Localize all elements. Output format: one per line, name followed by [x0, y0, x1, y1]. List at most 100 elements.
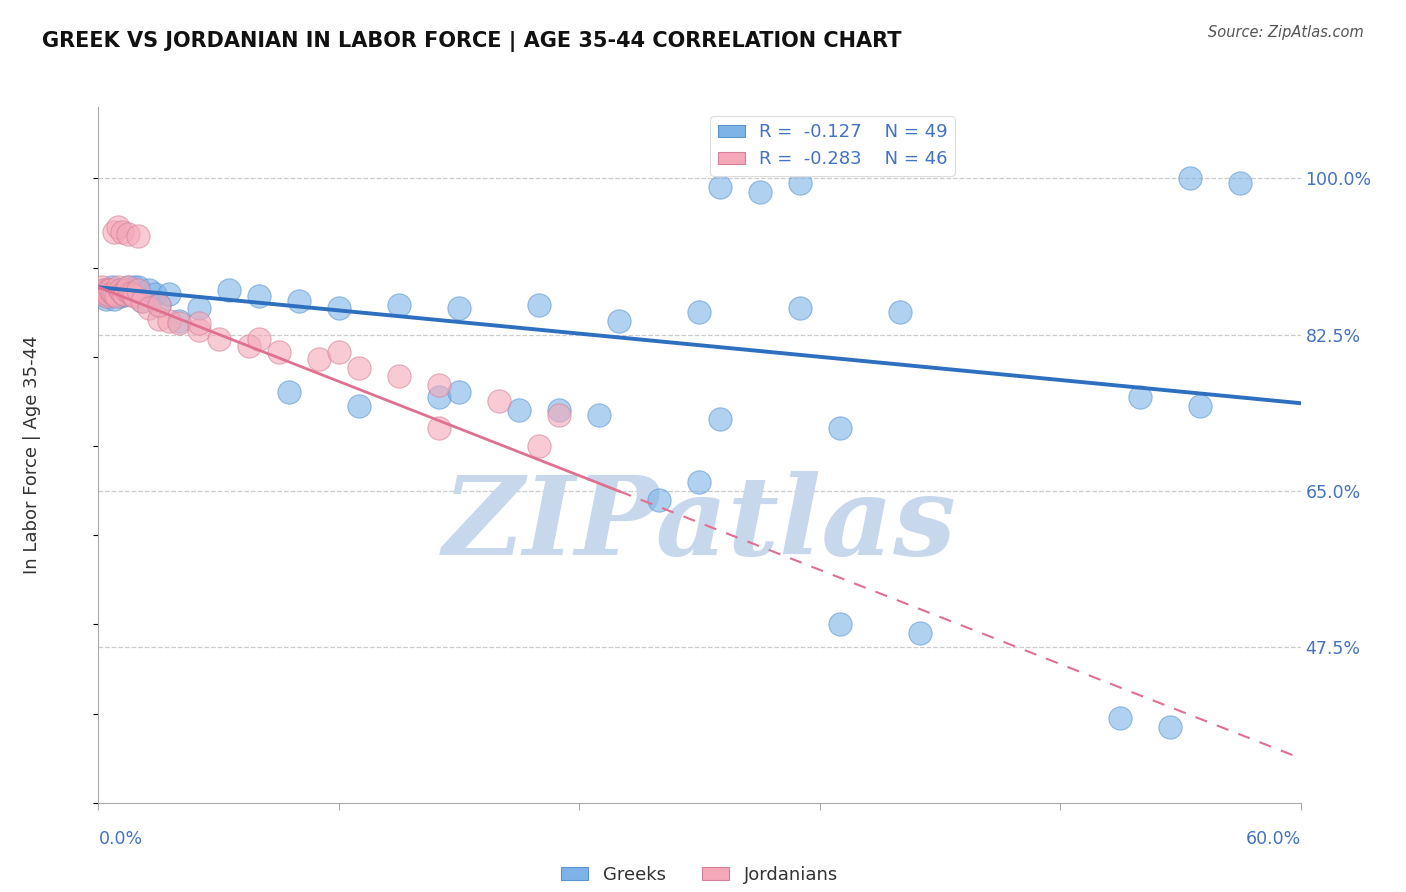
Point	[388, 369, 411, 384]
Text: ZIPatlas: ZIPatlas	[443, 471, 956, 578]
Point	[128, 283, 150, 297]
Point	[427, 378, 450, 392]
Point	[91, 280, 114, 294]
Point	[218, 283, 240, 297]
Point	[107, 287, 129, 301]
Point	[117, 227, 139, 241]
Legend: Greeks, Jordanians: Greeks, Jordanians	[554, 859, 845, 891]
Point	[96, 287, 118, 301]
Point	[748, 185, 770, 199]
Point	[308, 351, 330, 366]
Point	[111, 285, 134, 300]
Point	[97, 287, 120, 301]
Point	[148, 312, 170, 326]
Point	[128, 229, 150, 244]
Point	[267, 345, 290, 359]
Point	[124, 280, 146, 294]
Point	[96, 285, 118, 300]
Point	[93, 283, 115, 297]
Point	[208, 332, 231, 346]
Point	[121, 287, 143, 301]
Point	[529, 439, 551, 453]
Point	[96, 292, 118, 306]
Point	[167, 314, 190, 328]
Point	[548, 403, 571, 417]
Point	[131, 294, 153, 309]
Point	[1159, 720, 1181, 734]
Point	[157, 287, 180, 301]
Point	[789, 176, 811, 190]
Point	[689, 475, 711, 489]
Text: 0.0%: 0.0%	[98, 830, 142, 847]
Point	[347, 360, 370, 375]
Point	[157, 314, 180, 328]
Point	[100, 283, 122, 297]
Point	[889, 305, 911, 319]
Point	[105, 287, 128, 301]
Point	[114, 287, 136, 301]
Point	[148, 298, 170, 312]
Point	[247, 332, 270, 346]
Point	[107, 220, 129, 235]
Point	[328, 345, 350, 359]
Point	[238, 339, 260, 353]
Point	[103, 292, 125, 306]
Point	[167, 316, 190, 330]
Point	[103, 285, 125, 300]
Point	[138, 283, 160, 297]
Point	[103, 287, 125, 301]
Point	[103, 225, 125, 239]
Point	[93, 283, 115, 297]
Point	[1129, 390, 1152, 404]
Point	[97, 285, 120, 300]
Point	[427, 421, 450, 435]
Point	[101, 280, 124, 294]
Point	[709, 180, 731, 194]
Point	[131, 294, 153, 309]
Point	[328, 301, 350, 315]
Point	[648, 492, 671, 507]
Point	[709, 412, 731, 426]
Point	[1180, 171, 1202, 186]
Point	[111, 225, 134, 239]
Point	[114, 288, 136, 302]
Point	[908, 626, 931, 640]
Point	[529, 298, 551, 312]
Point	[124, 289, 146, 303]
Point	[97, 289, 120, 303]
Point	[107, 280, 129, 294]
Point	[105, 289, 128, 303]
Point	[548, 408, 571, 422]
Point	[508, 403, 530, 417]
Text: In Labor Force | Age 35-44: In Labor Force | Age 35-44	[24, 335, 41, 574]
Point	[187, 316, 209, 330]
Point	[120, 287, 142, 301]
Point	[110, 289, 132, 303]
Point	[97, 283, 120, 297]
Point	[447, 301, 470, 315]
Point	[427, 390, 450, 404]
Text: GREEK VS JORDANIAN IN LABOR FORCE | AGE 35-44 CORRELATION CHART: GREEK VS JORDANIAN IN LABOR FORCE | AGE …	[42, 31, 901, 53]
Point	[447, 385, 470, 400]
Point	[138, 301, 160, 315]
Point	[828, 421, 851, 435]
Point	[789, 301, 811, 315]
Point	[828, 617, 851, 632]
Point	[91, 287, 114, 301]
Point	[107, 283, 129, 297]
Point	[1109, 711, 1132, 725]
Point	[117, 280, 139, 294]
Point	[1189, 399, 1212, 413]
Point	[347, 399, 370, 413]
Point	[488, 394, 510, 409]
Point	[128, 280, 150, 294]
Point	[187, 323, 209, 337]
Point	[689, 305, 711, 319]
Point	[96, 289, 118, 303]
Point	[110, 283, 132, 297]
Point	[100, 283, 122, 297]
Point	[588, 408, 610, 422]
Point	[247, 289, 270, 303]
Point	[148, 298, 170, 312]
Point	[609, 314, 631, 328]
